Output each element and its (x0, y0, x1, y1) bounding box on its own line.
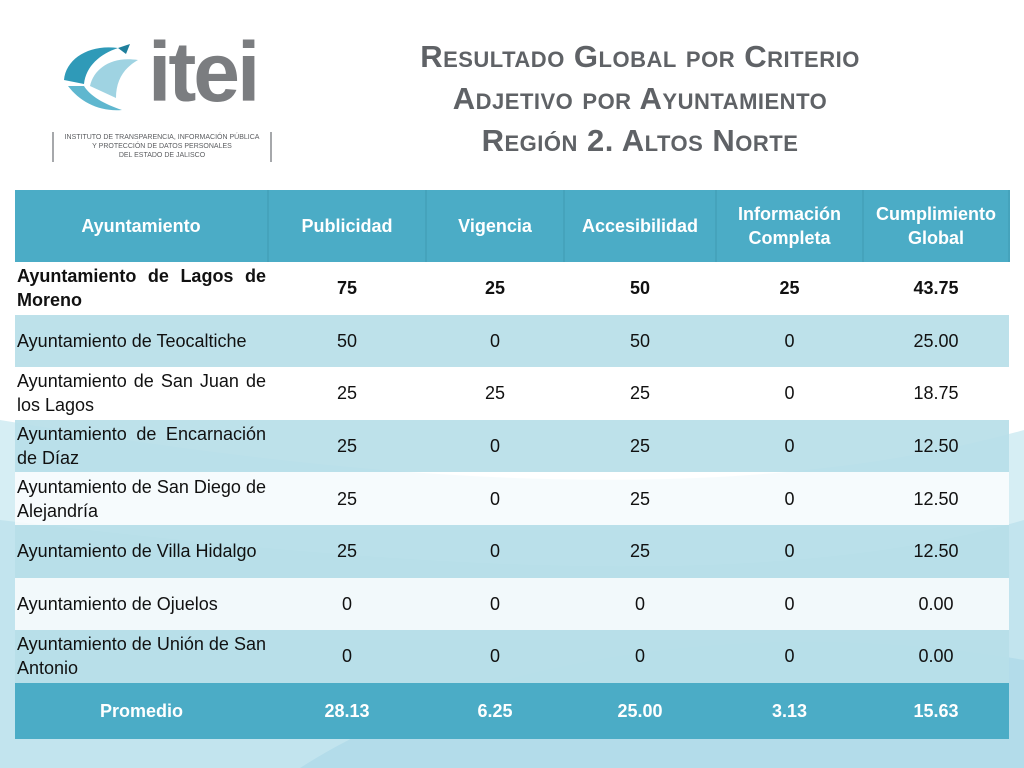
row-vigencia: 0 (426, 314, 564, 368)
itei-caption-line3: DEL ESTADO DE JALISCO (118, 152, 206, 159)
table-row: Ayuntamiento de Unión de San Antonio 0 0… (15, 630, 1009, 683)
table-header-row: Ayuntamiento Publicidad Vigencia Accesib… (15, 190, 1010, 262)
row-publicidad: 25 (268, 472, 426, 525)
row-informacion: 0 (716, 472, 863, 525)
row-accesibilidad: 25 (564, 367, 716, 420)
itei-caption-line1: INSTITUTO DE TRANSPARENCIA, INFORMACIÓN … (64, 134, 260, 141)
row-cumplimiento: 18.75 (863, 367, 1009, 420)
row-accesibilidad: 50 (564, 314, 716, 368)
itei-logo-mark-icon (64, 44, 138, 111)
row-vigencia: 0 (426, 419, 564, 473)
row-name: Ayuntamiento de Unión de San Antonio (15, 630, 268, 683)
row-cumplimiento: 43.75 (863, 262, 1009, 315)
header-ayuntamiento: Ayuntamiento (15, 190, 269, 262)
table-row: Ayuntamiento de San Juan de los Lagos 25… (15, 367, 1009, 420)
table-row: Ayuntamiento de Ojuelos 0 0 0 0 0.00 (15, 577, 1009, 631)
title-line1: Resultado Global por Criterio (420, 39, 860, 74)
title-line2: Adjetivo por Ayuntamiento (452, 81, 828, 116)
row-accesibilidad: 0 (564, 630, 716, 683)
row-publicidad: 25 (268, 524, 426, 578)
itei-wordmark: itei (148, 25, 260, 119)
table-row: Ayuntamiento de Villa Hidalgo 25 0 25 0 … (15, 524, 1009, 578)
header-vigencia: Vigencia (426, 190, 565, 262)
row-accesibilidad: 25 (564, 524, 716, 578)
table-total-row: Promedio 28.13 6.25 25.00 3.13 15.63 (15, 682, 1009, 739)
row-cumplimiento: 12.50 (863, 419, 1009, 473)
row-cumplimiento: 0.00 (863, 577, 1009, 631)
header-cumplimiento-global: Cumplimiento Global (863, 190, 1010, 262)
header-publicidad: Publicidad (268, 190, 427, 262)
total-informacion: 3.13 (716, 682, 863, 739)
row-publicidad: 75 (268, 262, 426, 315)
row-accesibilidad: 25 (564, 472, 716, 525)
page-title: Resultado Global por Criterio Adjetivo p… (330, 36, 950, 162)
row-vigencia: 0 (426, 524, 564, 578)
row-vigencia: 0 (426, 577, 564, 631)
row-name: Ayuntamiento de San Diego de Alejandría (15, 472, 268, 525)
table-row: Ayuntamiento de Encarnación de Díaz 25 0… (15, 419, 1009, 473)
row-publicidad: 25 (268, 367, 426, 420)
row-name: Ayuntamiento de Encarnación de Díaz (15, 419, 268, 473)
row-vigencia: 25 (426, 262, 564, 315)
header-accesibilidad: Accesibilidad (564, 190, 717, 262)
row-publicidad: 25 (268, 419, 426, 473)
row-name: Ayuntamiento de Lagos de Moreno (15, 262, 268, 315)
table-row: Ayuntamiento de Lagos de Moreno 75 25 50… (15, 262, 1009, 315)
itei-caption-line2: Y PROTECCIÓN DE DATOS PERSONALES (92, 143, 232, 150)
row-accesibilidad: 25 (564, 419, 716, 473)
header-informacion-completa: Información Completa (716, 190, 864, 262)
row-cumplimiento: 0.00 (863, 630, 1009, 683)
row-cumplimiento: 12.50 (863, 524, 1009, 578)
row-cumplimiento: 12.50 (863, 472, 1009, 525)
row-informacion: 0 (716, 419, 863, 473)
row-vigencia: 0 (426, 472, 564, 525)
row-name: Ayuntamiento de Ojuelos (15, 577, 268, 631)
row-vigencia: 25 (426, 367, 564, 420)
total-cumplimiento: 15.63 (863, 682, 1009, 739)
results-table: Ayuntamiento Publicidad Vigencia Accesib… (15, 190, 1010, 739)
row-name: Ayuntamiento de Villa Hidalgo (15, 524, 268, 578)
row-vigencia: 0 (426, 630, 564, 683)
total-accesibilidad: 25.00 (564, 682, 716, 739)
row-accesibilidad: 0 (564, 577, 716, 631)
total-label: Promedio (15, 682, 268, 739)
row-informacion: 25 (716, 262, 863, 315)
row-name: Ayuntamiento de San Juan de los Lagos (15, 367, 268, 420)
total-publicidad: 28.13 (268, 682, 426, 739)
total-vigencia: 6.25 (426, 682, 564, 739)
table-row: Ayuntamiento de Teocaltiche 50 0 50 0 25… (15, 314, 1009, 368)
row-informacion: 0 (716, 524, 863, 578)
row-publicidad: 0 (268, 630, 426, 683)
row-informacion: 0 (716, 314, 863, 368)
row-informacion: 0 (716, 367, 863, 420)
row-name: Ayuntamiento de Teocaltiche (15, 314, 268, 368)
title-line3: Región 2. Altos Norte (481, 123, 799, 158)
row-publicidad: 50 (268, 314, 426, 368)
itei-logo: itei INSTITUTO DE TRANSPARENCIA, INFORMA… (52, 30, 277, 166)
table-row: Ayuntamiento de San Diego de Alejandría … (15, 472, 1009, 525)
row-publicidad: 0 (268, 577, 426, 631)
row-informacion: 0 (716, 577, 863, 631)
itei-caption: INSTITUTO DE TRANSPARENCIA, INFORMACIÓN … (52, 132, 272, 162)
row-informacion: 0 (716, 630, 863, 683)
row-accesibilidad: 50 (564, 262, 716, 315)
row-cumplimiento: 25.00 (863, 314, 1009, 368)
